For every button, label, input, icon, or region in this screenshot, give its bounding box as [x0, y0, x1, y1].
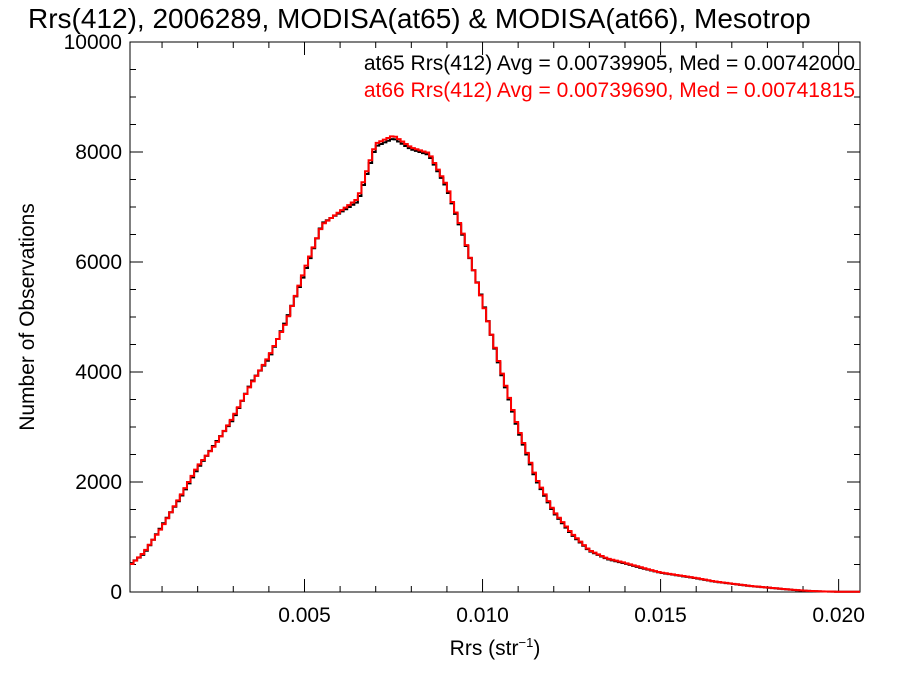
x-tick-label: 0.005 — [278, 604, 331, 627]
series-layer — [130, 135, 860, 593]
y-axis: 0 2000 4000 6000 8000 10000 — [64, 31, 860, 604]
series-at65-line — [130, 138, 860, 593]
chart-title: Rrs(412), 2006289, MODISA(at65) & MODISA… — [28, 3, 811, 34]
y-axis-label: Number of Observations — [16, 203, 39, 431]
x-tick-label: 0.020 — [812, 604, 865, 627]
plot-frame — [129, 41, 861, 593]
y-tick-label: 4000 — [75, 361, 122, 384]
legend-entry-at65: at65 Rrs(412) Avg = 0.00739905, Med = 0.… — [364, 52, 855, 75]
y-tick-label: 8000 — [75, 141, 122, 164]
y-tick-label: 0 — [110, 581, 122, 604]
x-axis-label-base: Rrs (str — [450, 637, 519, 660]
x-axis-label-close: ) — [533, 637, 540, 660]
y-tick-label: 10000 — [64, 31, 122, 54]
x-axis: 0.005 0.010 0.015 0.020 — [161, 42, 865, 627]
x-axis-label: Rrs (str−1) — [450, 635, 541, 660]
x-axis-label-sup: −1 — [519, 635, 534, 650]
x-tick-label: 0.015 — [634, 604, 687, 627]
legend-entry-at66: at66 Rrs(412) Avg = 0.00739690, Med = 0.… — [364, 79, 855, 102]
y-tick-label: 2000 — [75, 471, 122, 494]
y-tick-label: 6000 — [75, 251, 122, 274]
x-tick-label: 0.010 — [456, 604, 509, 627]
series-at66-line — [130, 135, 860, 593]
